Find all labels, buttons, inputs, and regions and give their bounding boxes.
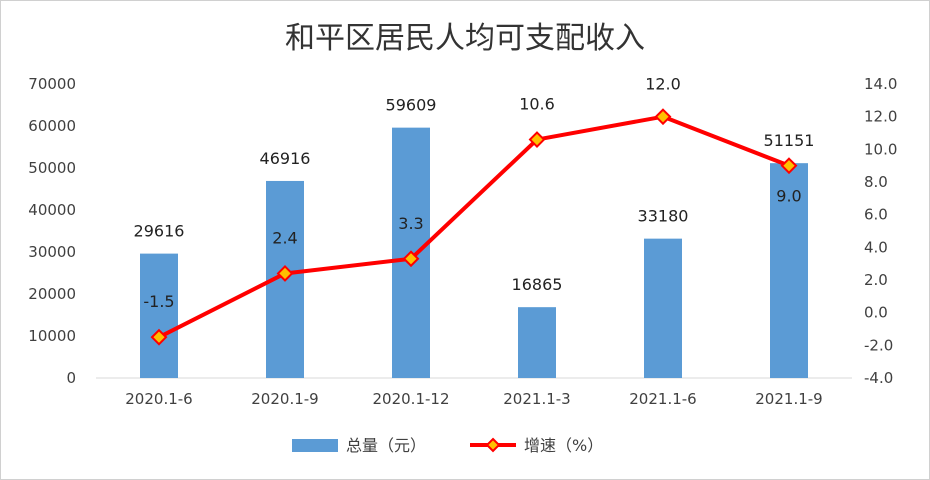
line-data-label: 12.0 [645, 75, 681, 94]
y-right-tick-label: 6.0 [864, 206, 888, 224]
bar-data-label: 51151 [764, 131, 815, 150]
y-left-tick-label: 60000 [28, 117, 76, 135]
bar [518, 307, 556, 378]
x-tick-label: 2020.1-9 [251, 390, 318, 408]
line-data-label: 10.6 [519, 95, 555, 114]
bar-data-label: 29616 [134, 222, 185, 241]
y-right-tick-label: -4.0 [864, 369, 893, 387]
y-right-tick-label: 0.0 [864, 304, 888, 322]
legend-label-bar: 总量（元） [346, 436, 426, 455]
y-right-tick-label: 8.0 [864, 173, 888, 191]
legend: 总量（元） 增速（%） [292, 436, 603, 455]
bar-data-label: 16865 [512, 275, 563, 294]
axes: 0 10000 20000 30000 40000 50000 60000 70000 -4.0… [28, 75, 897, 408]
y-left-tick-label: 30000 [28, 243, 76, 261]
y-left-tick-label: 0 [66, 369, 76, 387]
x-tick-label: 2020.1-12 [373, 390, 450, 408]
line-data-label: 9.0 [776, 187, 801, 206]
x-tick-label: 2021.1-6 [629, 390, 696, 408]
bar-data-label: 59609 [386, 96, 437, 115]
y-left-tick-label: 40000 [28, 201, 76, 219]
bar-data-label: 46916 [260, 149, 311, 168]
line-marker [276, 265, 294, 282]
y-right-tick-label: 14.0 [864, 75, 897, 93]
y-left-tick-label: 70000 [28, 75, 76, 93]
line-data-label: -1.5 [143, 292, 174, 311]
growth-line [158, 114, 790, 339]
x-tick-label: 2021.1-9 [755, 390, 822, 408]
legend-label-line: 增速（%） [524, 436, 603, 455]
y-right-tick-label: 10.0 [864, 140, 897, 158]
y-right-tick-label: 2.0 [864, 271, 888, 289]
bar [140, 253, 178, 378]
y-left-tick-label: 10000 [28, 327, 76, 345]
line-marker [654, 108, 672, 126]
legend-marker-icon [485, 437, 501, 453]
chart-title: 和平区居民人均可支配收入 [285, 21, 645, 56]
y-left-tick-label: 20000 [28, 285, 76, 303]
bar [644, 238, 682, 378]
line-data-label: 3.3 [398, 214, 423, 233]
y-left-tick-label: 50000 [28, 159, 76, 177]
line-series [150, 108, 798, 346]
bar-series [140, 127, 808, 378]
line-marker [528, 131, 546, 148]
y-right-tick-label: 4.0 [864, 238, 888, 256]
line-data-label: 2.4 [272, 228, 297, 247]
x-tick-label: 2021.1-3 [503, 390, 570, 408]
line-marker [780, 157, 798, 175]
line-marker [150, 328, 168, 346]
y-right-tick-label: -2.0 [864, 336, 893, 354]
bar [770, 163, 808, 378]
legend-swatch-bar [292, 439, 338, 452]
y-right-tick-label: 12.0 [864, 108, 897, 126]
data-labels: 29616 46916 59609 16865 33180 51151 -1.5 2.4 3.3… [134, 75, 815, 311]
bar-data-label: 33180 [638, 207, 689, 226]
line-marker [402, 250, 420, 268]
x-tick-label: 2020.1-6 [125, 390, 192, 408]
